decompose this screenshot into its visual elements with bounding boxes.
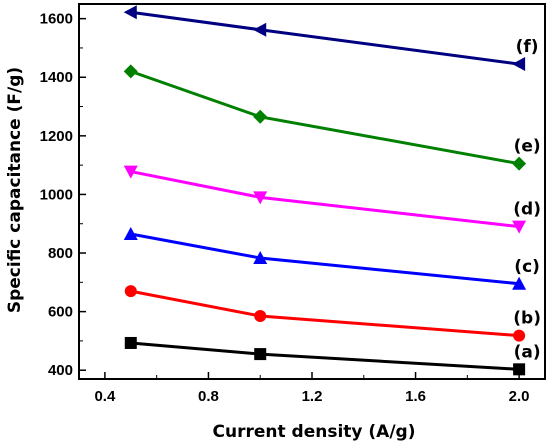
data-point bbox=[253, 109, 268, 124]
series-label: (d) bbox=[513, 200, 541, 220]
x-tick-label: 1.2 bbox=[302, 388, 323, 405]
y-tick-label: 1000 bbox=[40, 186, 73, 203]
data-point bbox=[123, 226, 138, 240]
y-tick-label: 1400 bbox=[40, 69, 73, 86]
x-tick-label: 0.8 bbox=[198, 388, 219, 405]
data-point bbox=[123, 64, 138, 79]
y-axis-title: Specific capacitance (F/g) bbox=[5, 67, 25, 313]
y-tick-label: 400 bbox=[48, 362, 73, 379]
data-point bbox=[254, 348, 267, 361]
data-point bbox=[512, 156, 527, 171]
series-line-1 bbox=[130, 289, 520, 338]
series-line-4 bbox=[130, 69, 520, 166]
data-point bbox=[124, 336, 137, 349]
y-tick-label: 1600 bbox=[40, 11, 73, 28]
data-point bbox=[123, 5, 137, 20]
data-point bbox=[123, 165, 138, 179]
x-axis-title: Current density (A/g) bbox=[213, 422, 416, 442]
x-tick-label: 2.0 bbox=[509, 388, 530, 405]
data-point bbox=[512, 57, 526, 72]
series-label: (c) bbox=[514, 257, 540, 277]
series-label: (f) bbox=[516, 37, 539, 57]
y-tick-label: 600 bbox=[48, 304, 73, 321]
series-line-3 bbox=[130, 170, 520, 229]
series-line-5 bbox=[130, 10, 520, 66]
data-point bbox=[253, 22, 267, 37]
y-tick-label: 1200 bbox=[40, 128, 73, 145]
x-tick-label: 0.4 bbox=[94, 388, 116, 405]
plot-layer: 0.4 0.8 1.2 1.6 2.0 400 600 800 1000 1200 1400 1600… bbox=[40, 3, 546, 405]
series-label: (a) bbox=[514, 342, 541, 362]
series-line-2 bbox=[130, 232, 520, 286]
plot-frame bbox=[78, 3, 546, 380]
data-point bbox=[254, 310, 267, 323]
y-tick-label: 800 bbox=[48, 245, 73, 262]
data-point bbox=[513, 329, 526, 342]
series-label: (e) bbox=[514, 137, 541, 157]
data-point bbox=[253, 191, 268, 205]
data-point bbox=[253, 251, 268, 265]
data-point bbox=[512, 220, 527, 234]
series-line-0 bbox=[130, 341, 520, 371]
data-point bbox=[124, 285, 137, 298]
data-point bbox=[513, 363, 526, 376]
x-tick-label: 1.6 bbox=[405, 388, 426, 405]
data-point bbox=[512, 276, 527, 290]
series-label: (b) bbox=[513, 309, 541, 329]
